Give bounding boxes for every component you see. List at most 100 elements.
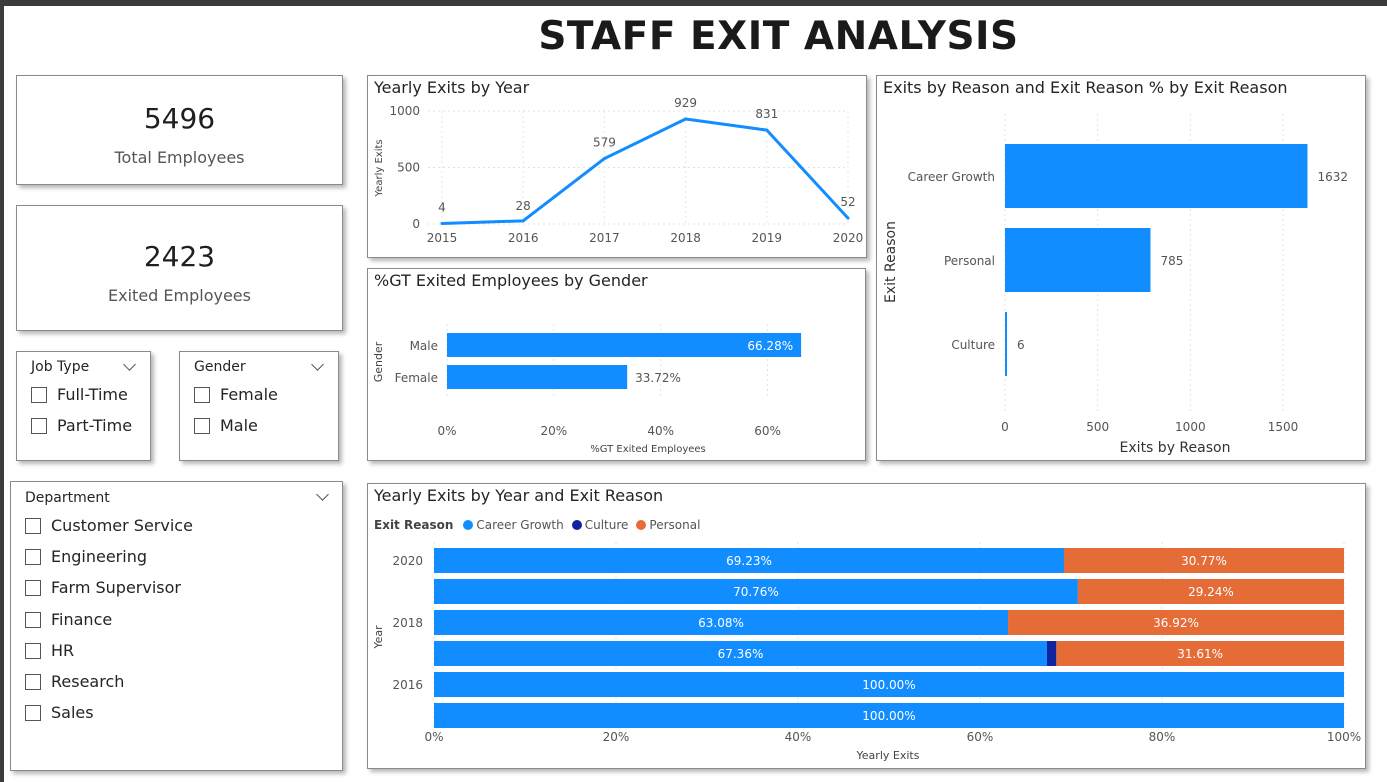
category-label: 2018	[392, 616, 423, 630]
data-label: 1632	[1317, 170, 1348, 184]
bar-segment	[434, 610, 1009, 635]
x-tick-label: 1500	[1268, 420, 1299, 434]
x-tick-label: 20%	[603, 730, 630, 744]
x-tick-label: 0%	[437, 424, 456, 438]
bar	[1005, 144, 1308, 208]
x-tick-label: 2018	[670, 231, 701, 245]
category-label: 2020	[392, 554, 423, 568]
data-label: 52	[840, 195, 855, 209]
data-label: 929	[674, 96, 697, 110]
legend-item-career-growth[interactable]: Career Growth	[461, 518, 564, 532]
gender-chart[interactable]: %GT Exited Employees by Gender 0% 20% 40% 6…	[367, 268, 866, 461]
y-tick-label: 0	[412, 217, 420, 231]
kpi-label-total-employees: Total Employees	[114, 148, 245, 167]
gender-option-male[interactable]: Male	[194, 416, 258, 435]
yearly-exits-chart[interactable]: Yearly Exits by Year 0 500 1000 2015 2016 201…	[367, 75, 867, 258]
chevron-down-icon[interactable]	[311, 358, 324, 371]
data-label: 33.72%	[635, 371, 681, 385]
checkbox-icon[interactable]	[194, 386, 210, 403]
exit-reason-chart[interactable]: Exits by Reason and Exit Reason % by Exi…	[876, 75, 1366, 461]
data-label: 36.92%	[1153, 616, 1199, 630]
bar-segment	[1063, 548, 1344, 573]
x-tick-label: 1000	[1175, 420, 1206, 434]
x-tick-label: 60%	[754, 424, 781, 438]
chevron-down-icon[interactable]	[123, 358, 136, 371]
checkbox-icon[interactable]	[25, 517, 41, 534]
window-top-border	[0, 0, 1387, 6]
x-tick-label: 100%	[1327, 730, 1361, 744]
category-label: Culture	[951, 338, 995, 352]
category-label: Male	[410, 339, 438, 353]
bar-segment	[1008, 610, 1344, 635]
data-point	[602, 157, 606, 161]
job-type-option-full-time[interactable]: Full-Time	[31, 385, 128, 404]
x-tick-label: 500	[1086, 420, 1109, 434]
bar	[447, 333, 802, 357]
x-tick-label: 2015	[427, 231, 458, 245]
data-label: 6	[1017, 338, 1025, 352]
bar-segment	[1046, 641, 1057, 666]
checkbox-icon[interactable]	[25, 642, 41, 659]
legend-item-culture[interactable]: Culture	[570, 518, 628, 532]
data-label: 67.36%	[718, 647, 764, 661]
kpi-label-exited-employees: Exited Employees	[108, 286, 251, 305]
year-reason-chart[interactable]: Yearly Exits by Year and Exit Reason Exi…	[367, 483, 1366, 769]
category-label: 2016	[392, 678, 423, 692]
checkbox-icon[interactable]	[31, 417, 47, 434]
page-title: STAFF EXIT ANALYSIS	[538, 14, 1019, 59]
checkbox-icon[interactable]	[25, 548, 41, 565]
department-option[interactable]: Sales	[25, 703, 94, 722]
y-axis-label: Exit Reason	[883, 221, 899, 303]
legend-dot	[636, 520, 647, 530]
department-option[interactable]: Farm Supervisor	[25, 578, 181, 597]
data-label: 4	[438, 201, 446, 215]
legend-dot	[463, 520, 474, 530]
y-tick-label: 1000	[389, 104, 420, 118]
data-label: 66.28%	[747, 339, 793, 353]
yearly-exits-chart-title: Yearly Exits by Year	[374, 78, 530, 97]
bar-segment	[434, 703, 1344, 728]
bar	[1005, 228, 1151, 292]
checkbox-icon[interactable]	[25, 673, 41, 690]
y-axis-label: Year	[372, 625, 385, 650]
job-type-slicer[interactable]: Job Type Full-Time Part-Time	[16, 351, 151, 461]
department-option[interactable]: Research	[25, 672, 124, 691]
gender-plot: 0% 20% 40% 60% Male 66.28% Female 33.72% Gender%…	[372, 324, 802, 455]
x-tick-label: 2017	[589, 231, 620, 245]
chevron-down-icon[interactable]	[316, 488, 329, 501]
data-label: 70.76%	[733, 585, 779, 599]
data-point	[440, 222, 444, 226]
department-slicer-title: Department	[25, 490, 110, 506]
legend-title: Exit Reason	[374, 518, 454, 532]
job-type-option-part-time[interactable]: Part-Time	[31, 416, 132, 435]
bar-segment	[434, 672, 1344, 697]
bar-segment	[434, 548, 1064, 573]
checkbox-icon[interactable]	[25, 611, 41, 628]
kpi-card-exited-employees[interactable]: 2423 Exited Employees	[16, 205, 343, 331]
legend-item-personal[interactable]: Personal	[634, 518, 700, 532]
department-option[interactable]: Customer Service	[25, 516, 193, 535]
exit-reason-chart-title: Exits by Reason and Exit Reason % by Exi…	[883, 78, 1288, 97]
x-tick-label: 80%	[1149, 730, 1176, 744]
department-option[interactable]: HR	[25, 641, 74, 660]
checkbox-icon[interactable]	[25, 704, 41, 721]
job-type-slicer-title: Job Type	[31, 359, 90, 375]
checkbox-icon[interactable]	[31, 386, 47, 403]
gender-slicer[interactable]: Gender Female Male	[179, 351, 339, 461]
department-option[interactable]: Engineering	[25, 547, 147, 566]
gender-slicer-title: Gender	[194, 359, 246, 375]
gender-option-female[interactable]: Female	[194, 385, 278, 404]
department-slicer[interactable]: Department Customer Service Engineering …	[10, 481, 343, 771]
bar-segment	[1056, 641, 1344, 666]
data-label: 69.23%	[726, 554, 772, 568]
data-label: 31.61%	[1177, 647, 1223, 661]
data-label: 831	[755, 107, 778, 121]
legend-dot	[571, 520, 582, 530]
department-option[interactable]: Finance	[25, 610, 112, 629]
bar-segment	[434, 641, 1047, 666]
kpi-card-total-employees[interactable]: 5496 Total Employees	[16, 75, 343, 185]
x-tick-label: 0%	[424, 730, 443, 744]
checkbox-icon[interactable]	[194, 417, 210, 434]
bar	[447, 365, 628, 389]
checkbox-icon[interactable]	[25, 579, 41, 596]
